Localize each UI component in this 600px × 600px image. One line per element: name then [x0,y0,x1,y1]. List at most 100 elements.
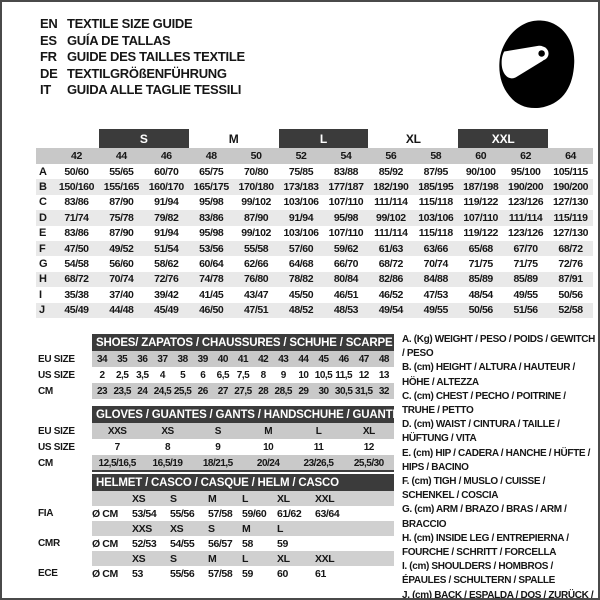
standard-label: CMR [38,538,60,549]
measurement-cell: 119/122 [463,227,498,240]
measurement-cell: 76/80 [243,273,269,286]
measurement-cell: 65/68 [468,242,494,255]
apparel-row-E: E 83/86 87/90 91/94 95/98 99/102 103/106 107/11… [36,226,593,241]
measurement-cell: 45/50 [288,288,314,301]
helmet-sizes-row-fia: XS S M L XL XXL [38,491,594,506]
size-value-cell: 27 [217,385,229,397]
language-code: FR [40,49,57,64]
row-label: US SIZE [38,441,75,453]
gloves-section: GLOVES / GUANTES / GANTS / HANDSCHUHE / … [38,406,594,471]
measurement-cell: 103/106 [283,227,319,240]
measurement-cell: 68/72 [64,273,89,286]
language-code: EN [40,16,58,31]
measurement-cell: 75/85 [288,165,314,178]
language-code: DE [40,65,58,81]
standard-label: ECE [38,568,58,579]
size-value-cell: 37 [157,353,168,365]
helmet-size-value: 59 [277,537,288,550]
size-value-cell: 35 [117,353,128,365]
size-value-cell: 12,5/16,5 [98,457,137,469]
size-group-xl: XL [405,131,421,146]
shoes-values: 23 23,5 24 24,5 25,5 26 27 27,5 28 28,5 29 30 30,5 31… [92,383,394,399]
size-value-cell: 30 [318,385,329,397]
size-value-cell: 23/26,5 [303,457,334,469]
measurement-cell: 173/183 [283,181,319,194]
size-value-cell: 6,5 [216,369,230,381]
size-value-cell: S [214,425,222,437]
legend-item-j: J. (cm) BACK / ESPALDA / DOS / ZURÜCK / … [402,589,594,600]
size-header-cell: 54 [340,150,352,162]
helmet-sizes-values: XXS XS S M L [92,521,394,536]
shoes-values: 2 2,5 3,5 4 5 6 6,5 7,5 8 9 10 10,5 11,5 12 13 [92,367,394,383]
size-value-cell: XS [161,425,174,437]
legend-item-a: A. (Kg) WEIGHT / PESO / POIDS / GEWITCH … [402,334,596,360]
measurement-cell: 50/56 [468,304,494,317]
size-value-cell: 10 [298,369,309,381]
shoes-title-bar: SHOES/ ZAPATOS / CHAUSSURES / SCHUHE / S… [92,334,394,351]
measurement-cell: 62/66 [243,258,269,271]
size-value-cell: 8 [260,369,267,381]
size-value-cell: 28 [258,385,269,397]
measurement-cell: 49/52 [109,242,134,255]
size-value-cell: 2,5 [115,369,129,381]
helmet-values: Ø CM 53/54 55/56 57/58 59/60 61/62 63/64 [92,506,394,521]
size-value-cell: 46 [338,353,350,365]
language-title-block: EN TEXTILE SIZE GUIDE ES GUÍA DE TALLAS FR GU… [40,16,245,99]
size-value-cell: 9 [280,369,287,381]
guide-title: GUIDE DES TAILLES TEXTILE [67,49,245,64]
helmet-values-row-fia: FIA Ø CM 53/54 55/56 57/58 59/60 61/62 63/64 [38,506,594,521]
helmet-title-bar: HELMET / CASCO / CASQUE / HELM / CASCO [92,474,394,491]
apparel-row-C: C 83/86 87/90 91/94 95/98 99/102 103/106 107/11… [36,195,593,210]
unit-label: Ø CM [92,537,118,550]
helmet-size-value: 60 [277,567,288,580]
row-label: EU SIZE [38,425,75,437]
measurement-cell: 63/66 [423,242,449,255]
measurement-cell: 90/100 [465,165,496,178]
helmet-size-value: 52/53 [132,537,157,550]
size-value-cell: 43 [278,353,289,365]
measurement-cell: 47/53 [423,288,449,301]
size-value-cell: 13 [378,369,390,381]
size-value-cell: 23,5 [113,385,131,397]
measurement-cell: 79/82 [154,211,179,224]
language-row-en: EN TEXTILE SIZE GUIDE [40,16,245,33]
row-label-spacer [38,551,92,566]
gloves-row-us-size: US SIZE 7 8 9 10 11 12 [38,439,594,455]
measurement-cell: 160/170 [148,181,185,194]
size-value-cell: 25,5 [173,385,192,397]
measurement-cell: 83/86 [64,227,89,240]
legend-item-g: G. (cm) ARM / BRAZO / BRAS / ARM / BRACC… [402,504,567,530]
measurement-cell: 50/60 [64,165,89,178]
helmet-size-label: XS [132,552,146,565]
helmet-size-value: 58 [242,537,253,550]
gloves-values: XXS XS S M L XL [92,423,394,439]
helmet-size-value: 57/58 [208,567,233,580]
size-group-m: M [228,131,239,146]
measurement-cell: 66/70 [333,258,359,271]
measurement-cell: 72/76 [558,258,583,271]
size-value-cell: L [315,425,322,437]
measurement-cell: 115/118 [418,196,453,209]
gloves-values: 7 8 9 10 11 12 [92,439,394,455]
measurement-cell: 47/50 [64,242,89,255]
row-letter: C [39,196,47,209]
measurement-cell: 127/130 [552,196,589,209]
size-value-cell: 24 [137,385,148,397]
row-label-spacer [38,491,92,506]
unit-spacer [92,491,132,506]
size-header-cell: 48 [205,150,217,162]
helmet-values-row-ece: ECE Ø CM 53 55/56 57/58 59 60 61 [38,566,594,581]
measurement-cell: 190/200 [552,181,589,194]
helmet-size-value: 53 [132,567,143,580]
measurement-cell: 51/54 [154,242,179,255]
size-header-cell: 42 [71,150,82,162]
measurement-cell: 56/60 [109,258,134,271]
guide-title: TEXTILGRÖßENFÜHRUNG [67,65,227,81]
measurement-cell: 37/40 [109,288,134,301]
helmet-size-label: S [208,522,215,535]
measurement-cell: 67/70 [513,242,538,255]
measurement-cell: 95/98 [199,196,224,209]
measurement-cell: 87/95 [423,165,449,178]
unit-label: Ø CM [92,567,118,580]
